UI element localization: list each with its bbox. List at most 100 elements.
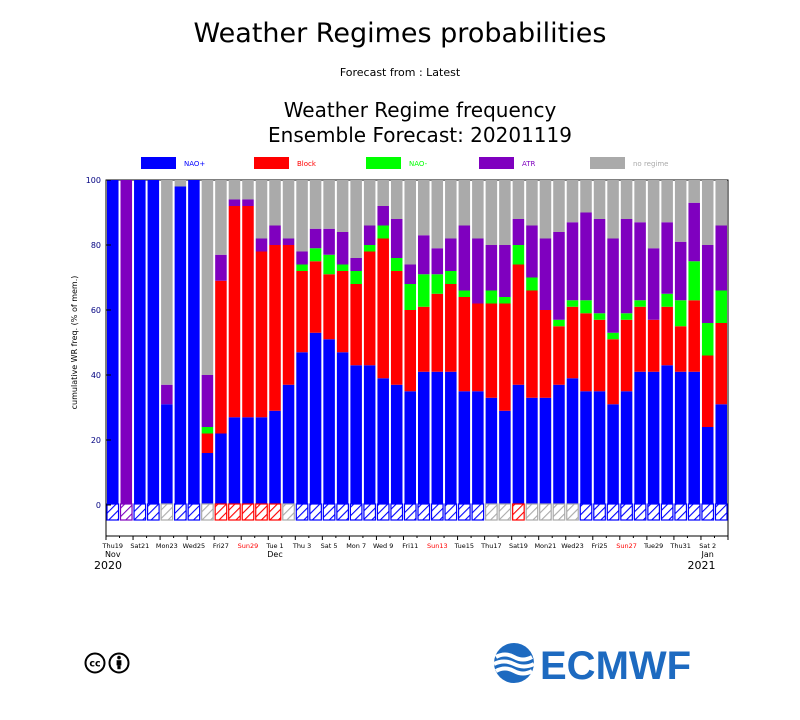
legend-label-0: NAO+ [184,160,205,168]
bar-34-0 [566,378,579,505]
bar-28-4 [485,180,498,245]
bar-39-0 [634,371,646,505]
bar-8-1 [215,280,227,434]
bar-11-3 [255,238,268,252]
xtick-label-12: Tue 1 [265,542,283,550]
bar-17-2 [336,264,349,271]
dominant-box-34 [566,503,579,521]
ytick-label-0: 0 [96,501,101,510]
bar-38-1 [620,319,633,392]
xtick-label-38: Sun27 [616,542,637,550]
bar-26-4 [458,180,471,226]
legend-swatch-3 [479,157,514,169]
dominant-box-32 [539,503,552,521]
bar-33-2 [553,319,565,327]
dominant-box-14 [295,503,309,521]
bar-13-3 [282,238,295,245]
bar-22-1 [404,310,416,392]
xtick-label-16: Sat 5 [321,542,338,550]
bar-16-2 [323,254,335,275]
ecmwf-logo: ECMWF [493,643,691,685]
bar-31-3 [526,225,538,278]
xtick-label-30: Sat19 [509,542,528,550]
bar-16-3 [323,228,335,255]
legend-swatch-1 [254,157,289,169]
ytick-label-100: 100 [86,176,101,185]
bar-18-4 [350,180,362,258]
month-label-jan: Jan [701,550,714,559]
bar-30-3 [512,219,525,245]
bar-23-4 [418,180,430,236]
bar-19-0 [363,365,376,505]
bar-30-1 [512,264,525,385]
bar-42-0 [674,371,687,505]
bar-4-3 [161,384,173,405]
bar-5-4 [174,180,187,187]
bar-11-1 [255,251,268,418]
bar-23-2 [418,274,430,307]
bar-43-2 [688,261,700,301]
bar-8-0 [215,433,227,505]
bar-15-3 [309,228,322,249]
bar-19-4 [363,180,376,226]
bar-33-0 [553,384,565,505]
bar-9-1 [228,206,241,418]
bar-9-0 [228,417,241,505]
month-label-dec: Dec [267,550,282,559]
xtick-label-20: Wed 9 [373,542,393,550]
bar-41-2 [661,293,673,307]
bar-21-2 [390,258,403,271]
bar-45-0 [715,404,727,505]
legend-swatch-4 [590,157,625,169]
bar-18-0 [350,365,362,505]
dominant-box-37 [606,503,620,521]
dominant-box-8 [214,503,228,521]
xtick-label-32: Mon21 [534,542,556,550]
bar-16-1 [323,274,335,340]
bar-17-1 [336,271,349,353]
dominant-box-12 [268,503,282,521]
bar-33-1 [553,326,565,385]
dominant-box-2 [133,503,147,521]
bar-6-0 [188,180,200,505]
bar-41-0 [661,365,673,505]
bar-7-2 [201,427,214,434]
dominant-box-11 [255,503,268,521]
dominant-box-27 [471,503,485,521]
legend-swatch-0 [141,157,176,169]
bar-37-1 [607,339,619,405]
bar-21-4 [390,180,403,219]
bar-15-0 [309,332,322,505]
xtick-label-40: Tue29 [643,542,663,550]
bar-32-4 [539,180,552,239]
bar-38-4 [620,180,633,219]
dominant-box-28 [485,503,498,521]
bar-31-1 [526,290,538,398]
bar-26-0 [458,391,471,505]
dominant-box-6 [187,503,201,521]
dominant-box-13 [282,503,295,521]
bar-17-4 [336,180,349,232]
bar-23-0 [418,371,430,505]
bar-23-1 [418,306,430,372]
legend-label-1: Block [297,160,317,168]
bar-34-1 [566,306,579,379]
svg-text:ECMWF: ECMWF [540,644,691,685]
dominant-box-4 [160,503,174,521]
bar-40-1 [647,319,660,372]
bar-26-1 [458,297,471,392]
bar-32-1 [539,310,552,398]
dominant-box-3 [146,503,160,521]
bar-20-0 [377,378,389,505]
bar-41-3 [661,222,673,294]
bar-40-4 [647,180,660,249]
bar-16-4 [323,180,335,229]
bar-28-1 [485,303,498,398]
bar-14-3 [296,251,308,265]
bar-14-1 [296,271,308,353]
dominant-box-20 [376,503,390,521]
bar-22-4 [404,180,416,265]
month-label-nov: Nov [105,550,121,559]
bar-34-4 [566,180,579,223]
